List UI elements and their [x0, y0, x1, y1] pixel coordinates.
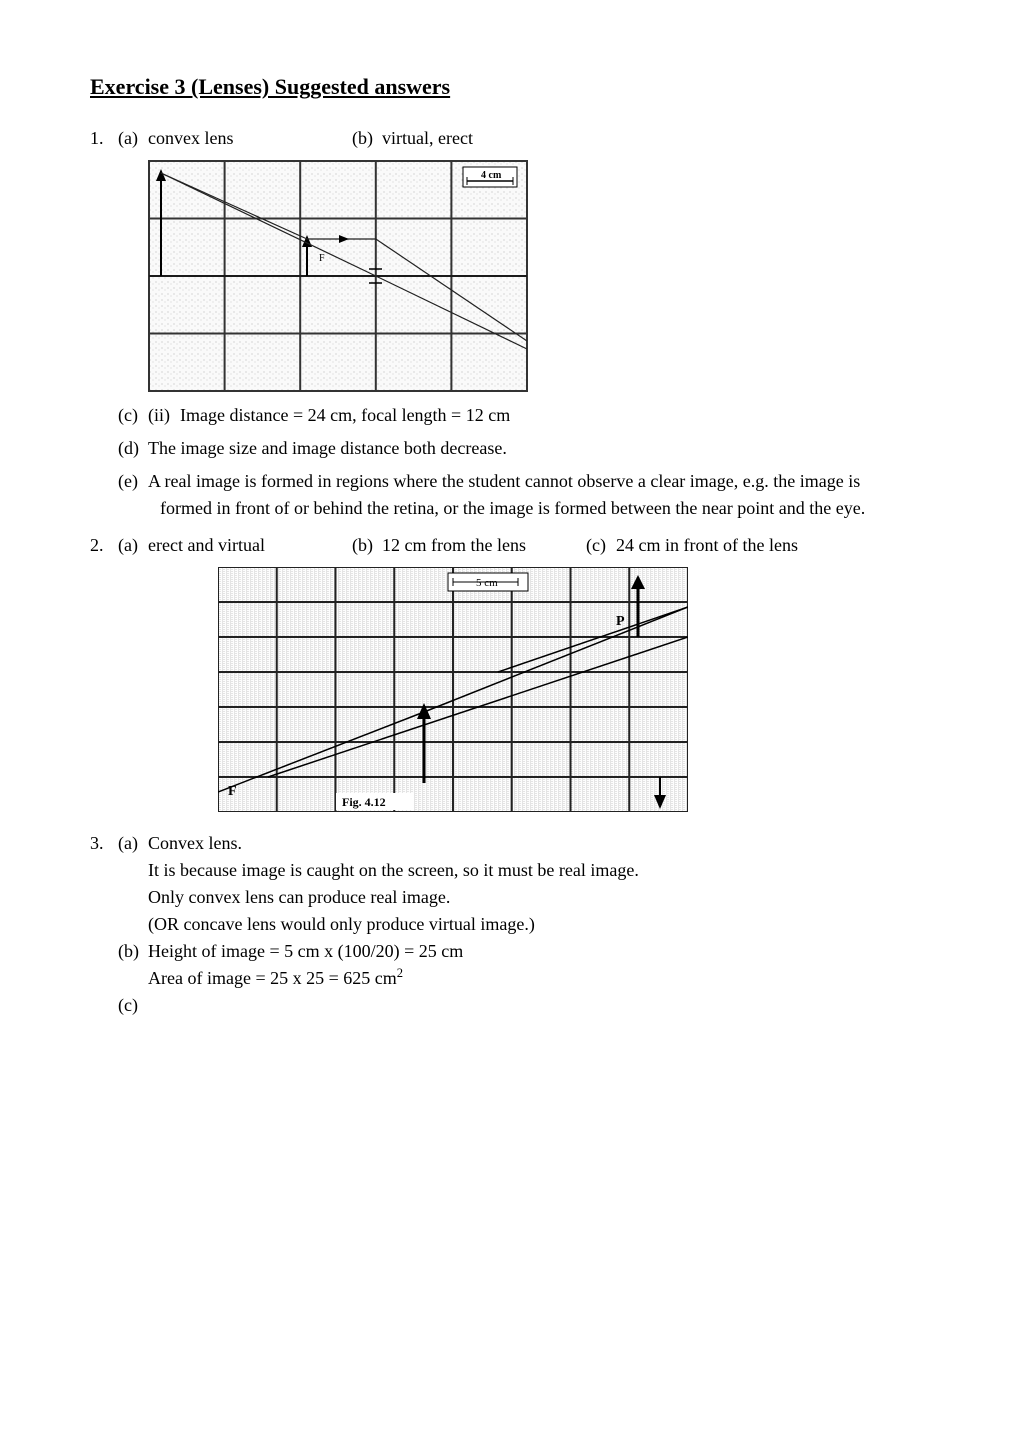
q1a-text: convex lens	[148, 125, 233, 152]
question-2: 2. (a) erect and virtual (b) 12 cm from …	[90, 532, 930, 820]
q3a-line2: It is because image is caught on the scr…	[118, 857, 930, 884]
q1b-label: (b)	[352, 125, 382, 152]
q1-scale-label: 4 cm	[481, 170, 502, 181]
q3a-line3: Only convex lens can produce real image.	[118, 884, 930, 911]
q2-scale-label: 5 cm	[476, 577, 498, 589]
q3b-text1: Height of image = 5 cm x (100/20) = 25 c…	[148, 938, 463, 965]
q1c-sublabel: (ii)	[148, 402, 180, 429]
question-1: 1. (a) convex lens (b) virtual, erect	[90, 125, 930, 522]
q1e-text-line2: formed in front of or behind the retina,…	[148, 495, 865, 522]
q1c-text: Image distance = 24 cm, focal length = 1…	[180, 402, 510, 429]
q3c-label: (c)	[118, 992, 148, 1019]
q3b-text2: Area of image = 25 x 25 = 625 cm2	[118, 965, 930, 992]
q2-number: 2.	[90, 532, 118, 820]
q2-figure: 5 cm P F Fig. 4.12	[218, 567, 930, 812]
q2b-label: (b)	[352, 532, 382, 559]
q3-number: 3.	[90, 830, 118, 1019]
q1e-text-line1: A real image is formed in regions where …	[148, 468, 865, 495]
q2-label-p: P	[616, 614, 625, 629]
q1-number: 1.	[90, 125, 118, 522]
q1e-label: (e)	[118, 468, 148, 522]
q3b-label: (b)	[118, 938, 148, 965]
q1c-label: (c)	[118, 402, 148, 429]
q1-figure: 4 cm	[148, 160, 930, 392]
q1b-text: virtual, erect	[382, 125, 473, 152]
q3a-text: Convex lens.	[148, 830, 242, 857]
page-title: Exercise 3 (Lenses) Suggested answers	[90, 70, 930, 103]
q3a-label: (a)	[118, 830, 148, 857]
question-3: 3. (a) Convex lens. It is because image …	[90, 830, 930, 1019]
q3a-line4: (OR concave lens would only produce virt…	[118, 911, 930, 938]
q1d-text: The image size and image distance both d…	[148, 435, 507, 462]
q1a-label: (a)	[118, 125, 148, 152]
svg-text:F: F	[319, 253, 325, 264]
q2a-text: erect and virtual	[148, 532, 265, 559]
q2-caption: Fig. 4.12	[342, 795, 386, 809]
q2c-text: 24 cm in front of the lens	[616, 532, 798, 559]
q2b-text: 12 cm from the lens	[382, 532, 526, 559]
q2c-label: (c)	[586, 532, 616, 559]
q2a-label: (a)	[118, 532, 148, 559]
q1d-label: (d)	[118, 435, 148, 462]
